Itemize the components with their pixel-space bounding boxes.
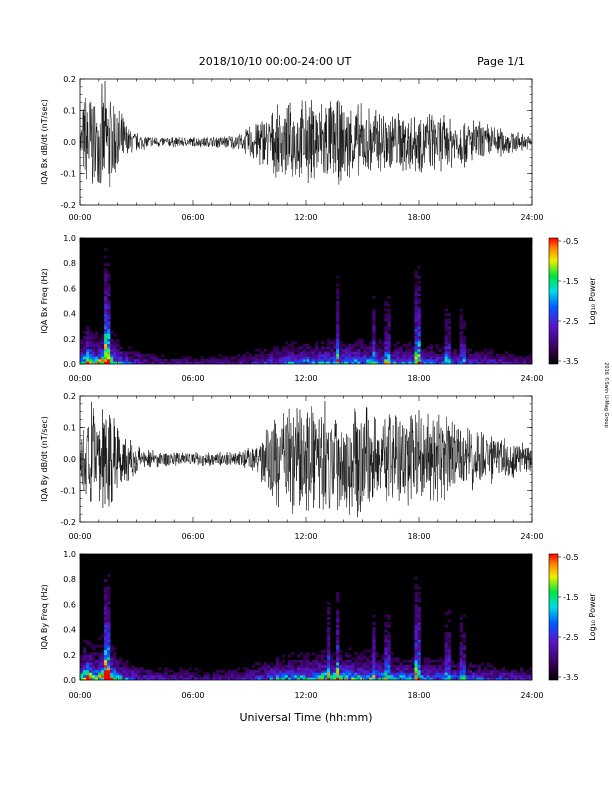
y-tick-label: -0.2 [60,518,76,527]
y-tick-label: 0.6 [63,600,76,609]
colorbar-label: Log₁₀ Power [588,593,597,641]
x-tick-label: 12:00 [294,532,317,541]
y-tick-label: 0.1 [63,107,76,116]
colorbar-tick-label: -2.5 [563,633,579,642]
colorbar-tick-label: -2.5 [563,317,579,326]
x-tick-label: 12:00 [294,691,317,700]
y-axis-label: IQA Bx dB/dt (nT/sec) [40,99,49,185]
x-tick-label: 00:00 [68,213,91,222]
panel-3: 00:00 06:00 12:00 18:00 24:00 0.2 0.1 0.0 -0.1 -0… [40,392,544,541]
y-tick-label: 1.0 [63,550,76,559]
x-tick-label: 18:00 [407,532,430,541]
y-tick-label: 0.2 [63,651,76,660]
colorbar [548,237,559,365]
colorbar-tick-label: -1.5 [563,593,579,602]
x-tick-label: 06:00 [181,532,204,541]
copyright-note: 2016 ©Swin U-Mag Group [603,362,610,428]
panel-4: -0.5 -1.5 -2.5 -3.5 Log₁₀ Power 00:00 06:00 12:… [40,550,597,700]
y-axis-label: IQA By Freq (Hz) [40,584,49,650]
y-tick-label: 0.2 [63,392,76,401]
x-tick-label: 06:00 [181,213,204,222]
x-tick-label: 24:00 [520,213,543,222]
x-tick-label: 24:00 [520,691,543,700]
x-tick-label: 12:00 [294,374,317,383]
y-tick-label: 0.2 [63,75,76,84]
panel-2: -0.5 -1.5 -2.5 -3.5 Log₁₀ Power 00:00 06:00 12:… [40,234,597,383]
y-tick-label: 0.0 [63,455,76,464]
y-tick-label: 1.0 [63,234,76,243]
series-trace [80,401,532,518]
x-tick-label: 18:00 [407,691,430,700]
spectrogram-cells [80,238,532,364]
x-tick-label: 12:00 [294,213,317,222]
series-trace [80,80,532,188]
y-tick-label: 0.4 [63,626,76,635]
x-tick-label: 18:00 [407,374,430,383]
x-tick-label: 24:00 [520,374,543,383]
y-tick-label: -0.2 [60,201,76,210]
colorbar-label: Log₁₀ Power [588,277,597,325]
panel-1: 00:00 06:00 12:00 18:00 24:00 0.2 0.1 0.0 -0.1 -0… [40,75,544,222]
x-tick-label: 18:00 [407,213,430,222]
x-tick-label: 06:00 [181,691,204,700]
colorbar-tick-label: -0.5 [563,237,579,246]
y-axis-label: IQA Bx Freq (Hz) [40,268,49,334]
y-tick-label: 0.0 [63,676,76,685]
page-number: Page 1/1 [477,55,525,68]
colorbar-tick-label: -3.5 [563,673,579,682]
figure-title: 2018/10/10 00:00-24:00 UT [199,55,352,68]
x-tick-label: 06:00 [181,374,204,383]
y-axis-label: IQA By dB/dt (nT/sec) [40,416,49,502]
colorbar-tick-label: -3.5 [563,357,579,366]
x-axis-label: Universal Time (hh:mm) [240,711,373,724]
y-tick-label: 0.0 [63,138,76,147]
x-tick-label: 00:00 [68,374,91,383]
colorbar-tick-label: -1.5 [563,277,579,286]
y-tick-label: 0.8 [63,575,76,584]
y-tick-label: 0.0 [63,360,76,369]
spectrogram-cells [80,554,532,680]
y-tick-label: 0.1 [63,424,76,433]
x-tick-label: 00:00 [68,532,91,541]
x-tick-label: 00:00 [68,691,91,700]
colorbar [548,553,559,681]
y-tick-label: 0.2 [63,335,76,344]
y-tick-label: 0.8 [63,259,76,268]
y-tick-label: 0.6 [63,284,76,293]
y-tick-label: 0.4 [63,310,76,319]
x-tick-label: 24:00 [520,532,543,541]
y-tick-label: -0.1 [60,487,76,496]
y-tick-label: -0.1 [60,170,76,179]
colorbar-tick-label: -0.5 [563,553,579,562]
